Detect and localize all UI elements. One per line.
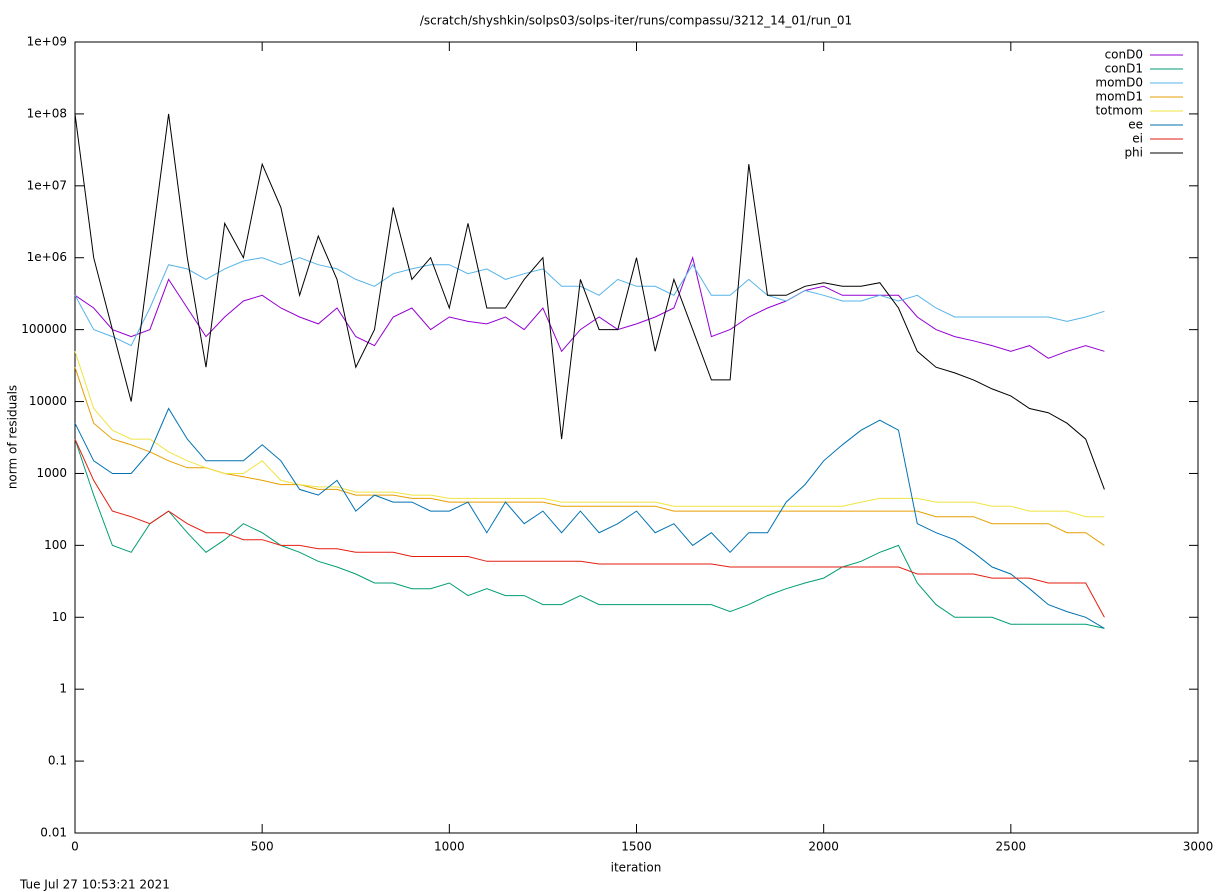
y-axis-label: norm of residuals (6, 385, 20, 489)
legend-label: ei (1132, 132, 1143, 146)
y-tick-label: 1e+08 (27, 106, 67, 120)
legend-label: conD1 (1105, 62, 1143, 76)
y-tick-label: 1 (59, 682, 67, 696)
series-line (74, 257, 1105, 347)
y-tick-label: 0.01 (40, 826, 67, 840)
legend-label: conD0 (1105, 48, 1143, 62)
legend-label: phi (1124, 146, 1143, 160)
x-tick-label: 2000 (808, 840, 839, 854)
series-line (74, 367, 1105, 546)
series-line (74, 438, 1105, 618)
x-tick-label: 2500 (996, 840, 1027, 854)
x-tick-label: 500 (251, 840, 274, 854)
series-line (74, 407, 1105, 629)
x-tick-label: 1500 (621, 840, 652, 854)
x-axis-label: iteration (611, 861, 662, 875)
y-tick-label: 10000 (29, 394, 67, 408)
x-tick-label: 3000 (1183, 840, 1214, 854)
y-tick-label: 10 (52, 610, 67, 624)
x-tick-label: 1000 (434, 840, 465, 854)
series-line (74, 255, 1105, 359)
series-line (74, 438, 1105, 629)
y-tick-label: 1e+07 (27, 178, 67, 192)
y-tick-label: 1000 (36, 466, 67, 480)
legend-label: ee (1128, 118, 1143, 132)
legend-label: totmom (1096, 104, 1143, 118)
legend-label: momD1 (1095, 90, 1143, 104)
timestamp: Tue Jul 27 10:53:21 2021 (19, 878, 170, 892)
y-tick-label: 0.1 (48, 754, 67, 768)
chart-title: /scratch/shyshkin/solps03/solps-iter/run… (420, 14, 852, 28)
series-line (74, 113, 1105, 490)
y-tick-label: 1e+09 (27, 35, 67, 49)
x-tick-label: 0 (71, 840, 79, 854)
y-tick-label: 100000 (21, 322, 67, 336)
plot-frame (74, 41, 1199, 834)
y-tick-label: 1e+06 (27, 250, 67, 264)
y-tick-label: 100 (44, 538, 67, 552)
series-line (74, 351, 1105, 518)
legend-label: momD0 (1095, 76, 1143, 90)
